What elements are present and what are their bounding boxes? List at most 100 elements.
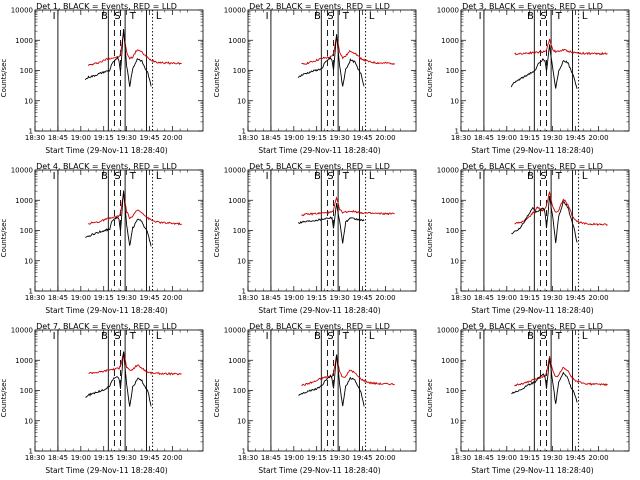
region-label-l: L — [156, 331, 162, 342]
x-tick-label: 19:45 — [565, 134, 585, 142]
x-tick-label: 19:00 — [284, 294, 304, 302]
y-tick-label: 1 — [29, 448, 33, 456]
region-label-i: I — [266, 331, 269, 342]
region-label-b: B — [101, 171, 108, 182]
region-label-t: T — [342, 331, 350, 342]
region-label-t: T — [129, 11, 137, 22]
x-tick-label: 19:00 — [71, 454, 91, 462]
plot-frame — [460, 9, 630, 132]
x-tick-label: 19:15 — [307, 294, 327, 302]
region-label-b: B — [527, 331, 534, 342]
y-tick-label: 10000 — [224, 327, 246, 335]
x-tick-label: 19:30 — [117, 454, 137, 462]
panel-title: Det 3, BLACK = Events, RED = LLD — [462, 2, 603, 11]
y-tick-label: 10 — [24, 417, 33, 425]
x-tick-label: 19:45 — [352, 454, 372, 462]
x-tick-label: 20:00 — [588, 294, 608, 302]
x-tick-label: 18:30 — [238, 134, 258, 142]
region-label-i: I — [479, 11, 482, 22]
y-tick-label: 100 — [20, 387, 33, 395]
region-label-s: S — [114, 171, 120, 182]
x-tick-label: 19:15 — [520, 294, 540, 302]
y-tick-label: 10 — [237, 97, 246, 105]
x-tick-label: 19:30 — [330, 134, 350, 142]
x-tick-label: 19:00 — [284, 454, 304, 462]
panel-plot: 1 10 100 1000 10000 18:30 18:45 19:00 19:15 19:30… — [224, 7, 417, 142]
x-tick-label: 19:30 — [117, 294, 137, 302]
y-axis-label: Counts/sec — [213, 378, 221, 418]
y-axis-label: Counts/sec — [213, 58, 221, 98]
region-label-l: L — [156, 171, 162, 182]
series-line-lld — [301, 36, 395, 65]
y-tick-label: 100 — [446, 227, 459, 235]
y-axis-label: Counts/sec — [213, 218, 221, 258]
panel-plot: 1 10 100 1000 10000 18:30 18:45 19:00 19:15 19:30… — [437, 167, 630, 302]
y-tick-label: 1 — [455, 448, 459, 456]
y-axis-label: Counts/sec — [0, 378, 8, 418]
y-tick-label: 1000 — [441, 37, 459, 45]
x-tick-label: 19:15 — [94, 454, 114, 462]
detector-panel-7: 1 10 100 1000 10000 18:30 18:45 19:00 19:15 19:30… — [0, 320, 213, 480]
region-label-t: T — [129, 331, 137, 342]
x-tick-label: 19:00 — [71, 294, 91, 302]
panel-plot: 1 10 100 1000 10000 18:30 18:45 19:00 19:15 19:30… — [11, 327, 204, 462]
panel-title: Det 5, BLACK = Events, RED = LLD — [249, 162, 390, 171]
detector-panel-9: 1 10 100 1000 10000 18:30 18:45 19:00 19:15 19:30… — [426, 320, 639, 480]
x-tick-label: 20:00 — [588, 454, 608, 462]
y-tick-label: 10 — [237, 257, 246, 265]
y-tick-label: 1 — [29, 288, 33, 296]
y-tick-label: 1000 — [228, 37, 246, 45]
region-label-s: S — [114, 331, 120, 342]
y-tick-label: 1 — [455, 128, 459, 136]
y-tick-label: 10 — [450, 257, 459, 265]
region-label-l: L — [582, 11, 588, 22]
x-tick-label: 18:30 — [238, 294, 258, 302]
series-line-events — [298, 354, 365, 407]
y-tick-label: 10 — [450, 417, 459, 425]
region-label-s: S — [327, 331, 333, 342]
region-label-i: I — [266, 171, 269, 182]
series-line-lld — [88, 192, 182, 226]
x-tick-label: 19:15 — [307, 454, 327, 462]
x-tick-label: 19:45 — [139, 294, 159, 302]
region-label-b: B — [527, 11, 534, 22]
x-tick-label: 18:45 — [48, 294, 68, 302]
x-tick-label: 19:45 — [139, 454, 159, 462]
y-axis-label: Counts/sec — [0, 58, 8, 98]
region-label-l: L — [582, 331, 588, 342]
y-tick-label: 1000 — [15, 197, 33, 205]
x-tick-label: 19:30 — [543, 454, 563, 462]
series-line-events — [85, 190, 152, 247]
x-tick-label: 18:30 — [451, 134, 471, 142]
region-label-i: I — [53, 11, 56, 22]
series-line-events — [510, 44, 578, 89]
x-axis-label: Start Time (29-Nov-11 18:28:40) — [258, 306, 381, 315]
plot-frame — [247, 9, 417, 132]
y-tick-label: 1000 — [15, 357, 33, 365]
y-tick-label: 10000 — [437, 7, 459, 15]
x-tick-label: 19:45 — [352, 294, 372, 302]
x-tick-label: 18:30 — [25, 454, 45, 462]
region-label-t: T — [555, 171, 563, 182]
x-tick-label: 20:00 — [162, 134, 182, 142]
region-label-t: T — [555, 331, 563, 342]
y-tick-label: 10000 — [437, 327, 459, 335]
x-tick-label: 19:45 — [352, 134, 372, 142]
x-tick-label: 19:15 — [94, 134, 114, 142]
x-tick-label: 19:45 — [565, 454, 585, 462]
detector-panel-2: 1 10 100 1000 10000 18:30 18:45 19:00 19:15 19:30… — [213, 0, 426, 160]
x-axis-label: Start Time (29-Nov-11 18:28:40) — [471, 146, 594, 155]
panel-plot: 1 10 100 1000 10000 18:30 18:45 19:00 19:15 19:30… — [224, 327, 417, 462]
y-tick-label: 1000 — [441, 197, 459, 205]
region-label-b: B — [527, 171, 534, 182]
detector-panel-4: 1 10 100 1000 10000 18:30 18:45 19:00 19:15 19:30… — [0, 160, 213, 320]
x-tick-label: 19:15 — [520, 454, 540, 462]
x-tick-label: 19:00 — [497, 134, 517, 142]
x-tick-label: 19:15 — [94, 294, 114, 302]
y-tick-label: 10 — [24, 97, 33, 105]
panel-plot: 1 10 100 1000 10000 18:30 18:45 19:00 19:15 19:30… — [437, 7, 630, 142]
x-tick-label: 20:00 — [162, 294, 182, 302]
panel-title: Det 2, BLACK = Events, RED = LLD — [249, 2, 390, 11]
x-tick-label: 20:00 — [588, 134, 608, 142]
